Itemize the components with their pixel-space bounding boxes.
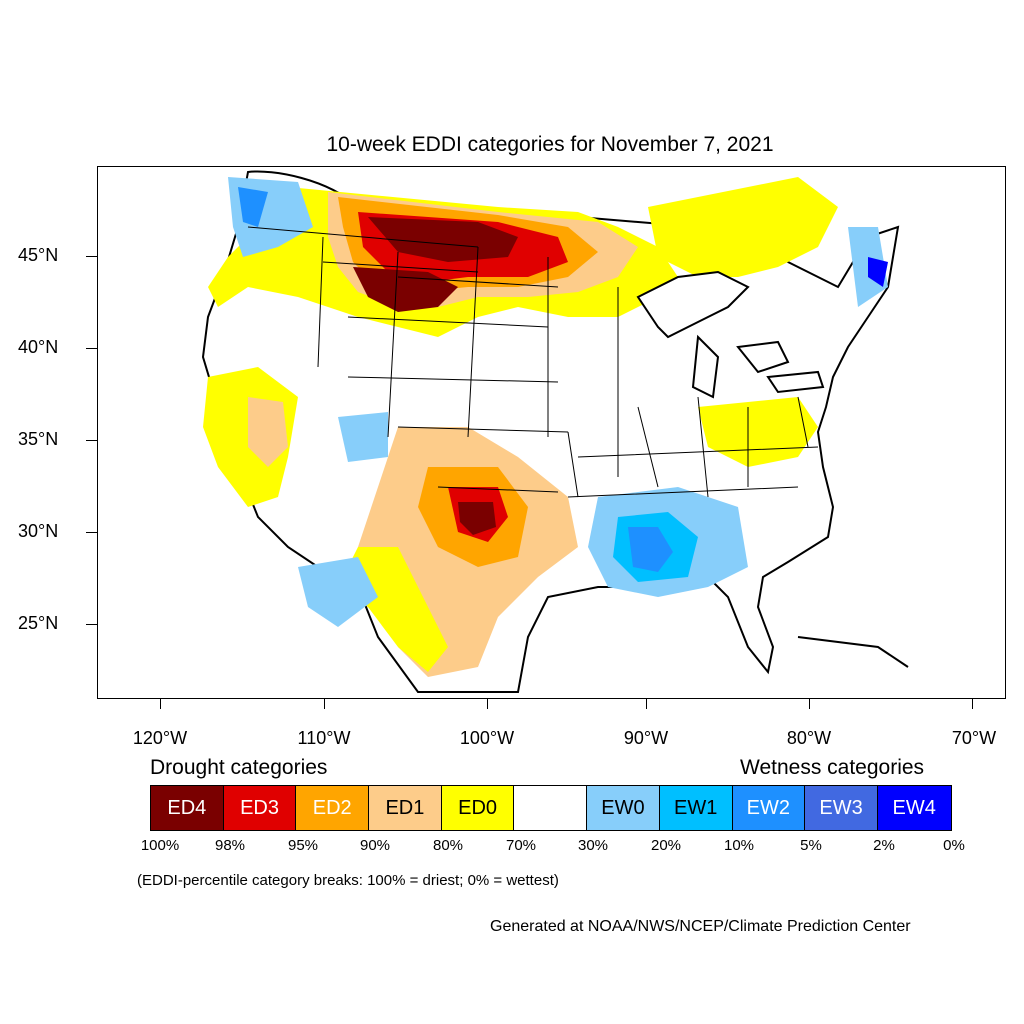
- pct-break-0: 0%: [943, 837, 965, 854]
- pct-break-80: 80%: [432, 837, 464, 854]
- ed4-zone-south: [458, 502, 496, 535]
- lon-tick-110: [324, 698, 325, 709]
- ed1-zone-west: [248, 397, 288, 467]
- lon-label-80: 80°W: [786, 728, 832, 748]
- drought-heading: Drought categories: [150, 756, 328, 779]
- legend-swatch-ed3: ED3: [223, 786, 297, 830]
- lat-label-25: 25°N: [18, 613, 59, 633]
- lat-tick-40: [86, 348, 97, 349]
- cuba-coast: [797, 636, 909, 668]
- ed4-zone-north-2: [368, 217, 518, 262]
- legend-bar: ED4 ED3 ED2 ED1 ED0 EW0 EW1 EW2 EW3 EW4: [150, 785, 952, 831]
- lon-tick-120: [160, 698, 161, 709]
- lon-tick-80: [809, 698, 810, 709]
- lat-tick-35: [86, 440, 97, 441]
- lat-label-30: 30°N: [18, 521, 59, 541]
- legend-swatch-ew1: EW1: [659, 786, 733, 830]
- great-lakes: [636, 270, 825, 399]
- lon-tick-100: [487, 698, 488, 709]
- lon-tick-90: [646, 698, 647, 709]
- ew2-zone-southeast: [628, 527, 673, 572]
- eddi-map-canvas: [201, 170, 909, 693]
- lat-tick-25: [86, 624, 97, 625]
- pct-break-20: 20%: [650, 837, 682, 854]
- pct-break-90: 90%: [359, 837, 391, 854]
- ed4-zone-north: [353, 267, 458, 312]
- legend-swatch-ed1: ED1: [369, 786, 442, 830]
- lat-tick-30: [86, 532, 97, 533]
- legend-swatch-neutral: [514, 786, 588, 830]
- credit-line: Generated at NOAA/NWS/NCEP/Climate Predi…: [490, 918, 911, 935]
- ew0-zone-colorado: [338, 412, 388, 462]
- ew2-zone-northwest: [238, 187, 268, 227]
- lon-label-110: 110°W: [297, 728, 351, 748]
- legend-swatch-ed2: ED2: [296, 786, 370, 830]
- state-boundaries: [247, 226, 819, 498]
- category-note: (EDDI-percentile category breaks: 100% =…: [137, 872, 559, 889]
- legend-swatch-ew4: EW4: [877, 786, 951, 830]
- lon-label-120: 120°W: [132, 728, 188, 748]
- ew0-zone-baja: [298, 557, 378, 627]
- lat-label-45: 45°N: [18, 245, 59, 265]
- wetness-heading: Wetness categories: [740, 756, 925, 779]
- map-title: 10-week EDDI categories for November 7, …: [326, 133, 774, 156]
- lat-label-35: 35°N: [18, 429, 59, 449]
- legend-swatch-ed0: ED0: [441, 786, 515, 830]
- lon-label-70: 70°W: [951, 728, 997, 748]
- lon-label-90: 90°W: [623, 728, 669, 748]
- ed0-zone-east: [648, 177, 838, 277]
- legend-swatch-ew0: EW0: [587, 786, 660, 830]
- lon-tick-70: [972, 698, 973, 709]
- lat-label-40: 40°N: [18, 337, 59, 357]
- pct-break-100: 100%: [140, 837, 180, 854]
- pct-break-5: 5%: [800, 837, 822, 854]
- lat-tick-45: [86, 256, 97, 257]
- legend-swatch-ew3: EW3: [805, 786, 878, 830]
- pct-break-2: 2%: [873, 837, 895, 854]
- pct-break-10: 10%: [723, 837, 755, 854]
- pct-break-30: 30%: [577, 837, 609, 854]
- legend-swatch-ed4: ED4: [151, 786, 224, 830]
- pct-break-95: 95%: [287, 837, 319, 854]
- pct-break-70: 70%: [505, 837, 537, 854]
- pct-break-98: 98%: [214, 837, 246, 854]
- ed0-zone-ohio: [698, 397, 818, 467]
- ew4-zone-maine: [868, 257, 888, 287]
- lon-label-100: 100°W: [459, 728, 515, 748]
- eddi-map: [97, 166, 1006, 699]
- legend-swatch-ew2: EW2: [732, 786, 806, 830]
